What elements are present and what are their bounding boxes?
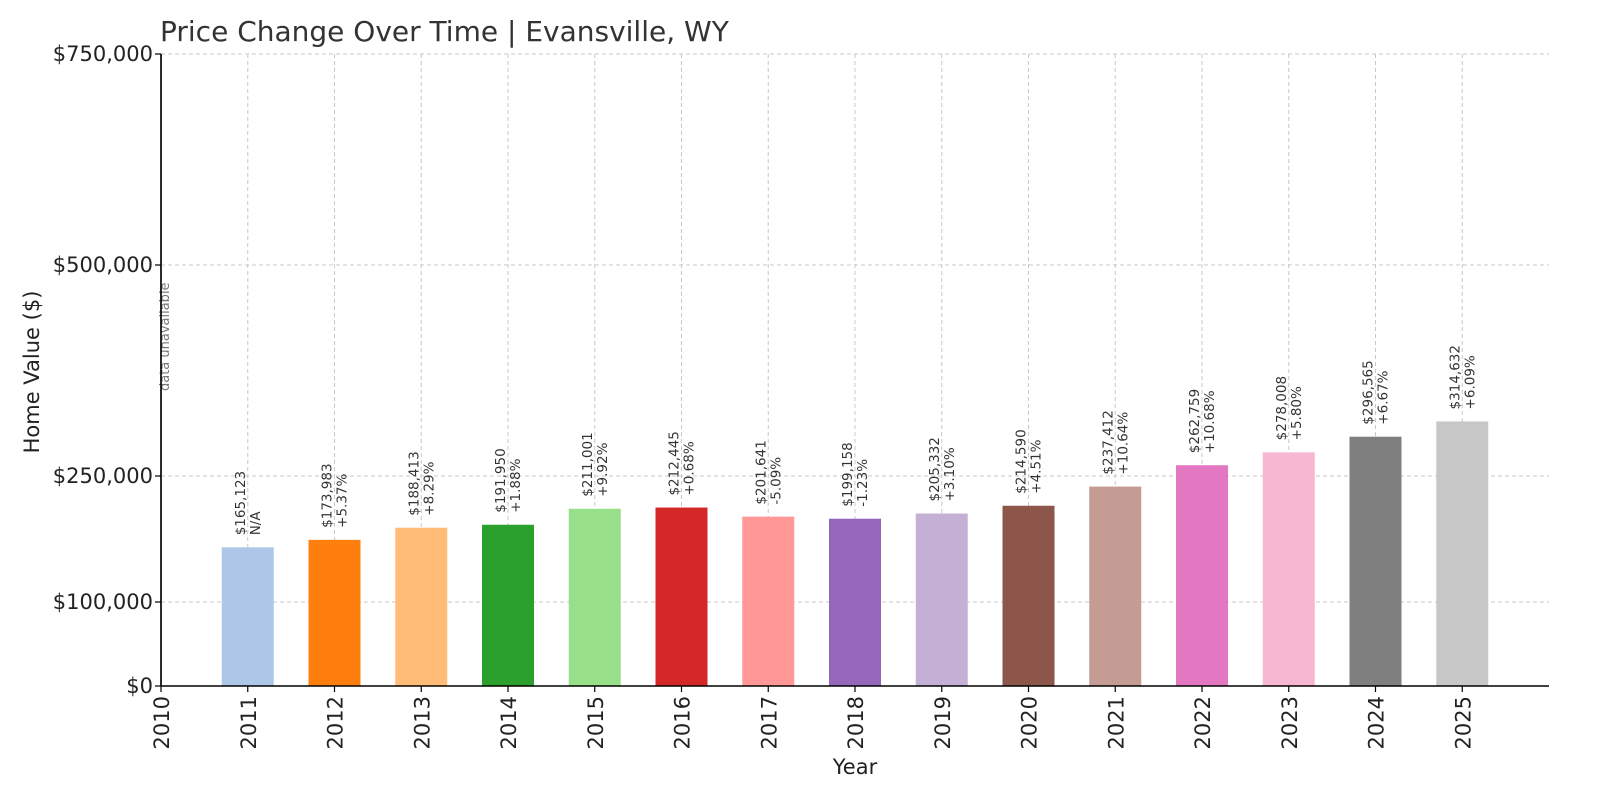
x-tick-label: 2014 [497, 696, 521, 749]
y-tick-label: $0 [126, 674, 153, 698]
change-label-2014: +1.88% [508, 458, 524, 512]
bars [221, 421, 1489, 686]
value-label-2024: $296,565 [1361, 360, 1377, 424]
change-label-2019: +3.10% [942, 447, 958, 501]
value-label-2023: $278,008 [1274, 376, 1290, 440]
change-label-2020: +4.51% [1029, 439, 1045, 493]
bar-2025 [1436, 421, 1489, 686]
bar-2024 [1349, 436, 1402, 686]
x-tick-label: 2012 [324, 696, 348, 749]
change-label-2012: +5.37% [335, 473, 351, 527]
x-tick-label: 2018 [844, 696, 868, 749]
change-label-2013: +8.29% [421, 461, 437, 515]
value-label-2012: $173,983 [320, 463, 336, 527]
value-label-2022: $262,759 [1187, 389, 1203, 453]
x-tick-label: 2010 [150, 696, 174, 749]
y-tick-label: $500,000 [53, 253, 153, 277]
change-label-2023: +5.80% [1289, 386, 1305, 440]
bar-2016 [655, 507, 708, 686]
bar-2023 [1262, 452, 1315, 686]
bar-2022 [1176, 465, 1228, 686]
x-tick-label: 2025 [1451, 696, 1475, 749]
tick-labels: $0 $100,000 $250,000 $500,000 $750,000 2010 20… [53, 42, 1475, 749]
bar-2019 [915, 513, 968, 686]
change-label-2018: -1.23% [855, 459, 871, 507]
bar-2012 [308, 539, 361, 686]
value-label-2020: $214,590 [1014, 429, 1030, 493]
value-label-2019: $205,332 [927, 437, 943, 501]
x-tick-label: 2020 [1018, 696, 1042, 749]
bar-2011 [221, 547, 274, 686]
axes [155, 53, 1549, 692]
value-label-2017: $201,641 [753, 440, 769, 504]
change-label-2017: -5.09% [768, 457, 784, 505]
x-tick-label: 2011 [237, 696, 261, 749]
value-label-2025: $314,632 [1447, 345, 1463, 409]
x-tick-label: 2017 [757, 696, 781, 749]
bar-2018 [829, 518, 881, 686]
x-tick-label: 2019 [931, 696, 955, 749]
x-tick-label: 2015 [584, 696, 608, 749]
change-label-2024: +6.67% [1376, 370, 1392, 424]
change-label-2015: +9.92% [595, 442, 611, 496]
bar-2020 [1002, 505, 1055, 686]
value-label-2016: $212,445 [667, 431, 683, 495]
value-label-2018: $199,158 [840, 442, 856, 506]
bar-2015 [568, 508, 621, 686]
x-tick-label: 2021 [1104, 696, 1128, 749]
x-tick-label: 2023 [1278, 696, 1302, 749]
change-label-2025: +6.09% [1462, 355, 1478, 409]
change-label-2021: +10.64% [1115, 412, 1131, 475]
value-label-2011: $165,123 [233, 471, 249, 535]
change-label-2022: +10.68% [1202, 390, 1218, 453]
bar-2021 [1089, 486, 1142, 686]
value-label-2015: $211,001 [580, 432, 596, 496]
y-tick-label: $250,000 [53, 464, 153, 488]
value-label-2021: $237,412 [1100, 410, 1116, 474]
y-tick-label: $750,000 [53, 42, 153, 66]
value-label-2014: $191,950 [493, 448, 509, 512]
value-label-2013: $188,413 [406, 451, 422, 515]
x-tick-label: 2016 [671, 696, 695, 749]
bar-labels: $165,123 N/A $173,983 +5.37% $188,413 +8.29% $… [158, 282, 1478, 535]
y-tick-label: $100,000 [53, 590, 153, 614]
chart-title: Price Change Over Time | Evansville, WY [160, 15, 730, 48]
change-label-2016: +0.68% [682, 441, 698, 495]
x-tick-label: 2013 [410, 696, 434, 749]
bar-2017 [742, 516, 795, 686]
change-label-2011: N/A [248, 511, 264, 536]
y-axis-label: Home Value ($) [20, 291, 44, 454]
bar-2013 [395, 527, 448, 686]
x-tick-label: 2022 [1191, 696, 1215, 749]
x-tick-label: 2024 [1365, 696, 1389, 749]
bar-2014 [482, 524, 534, 686]
x-axis-label: Year [832, 755, 878, 779]
